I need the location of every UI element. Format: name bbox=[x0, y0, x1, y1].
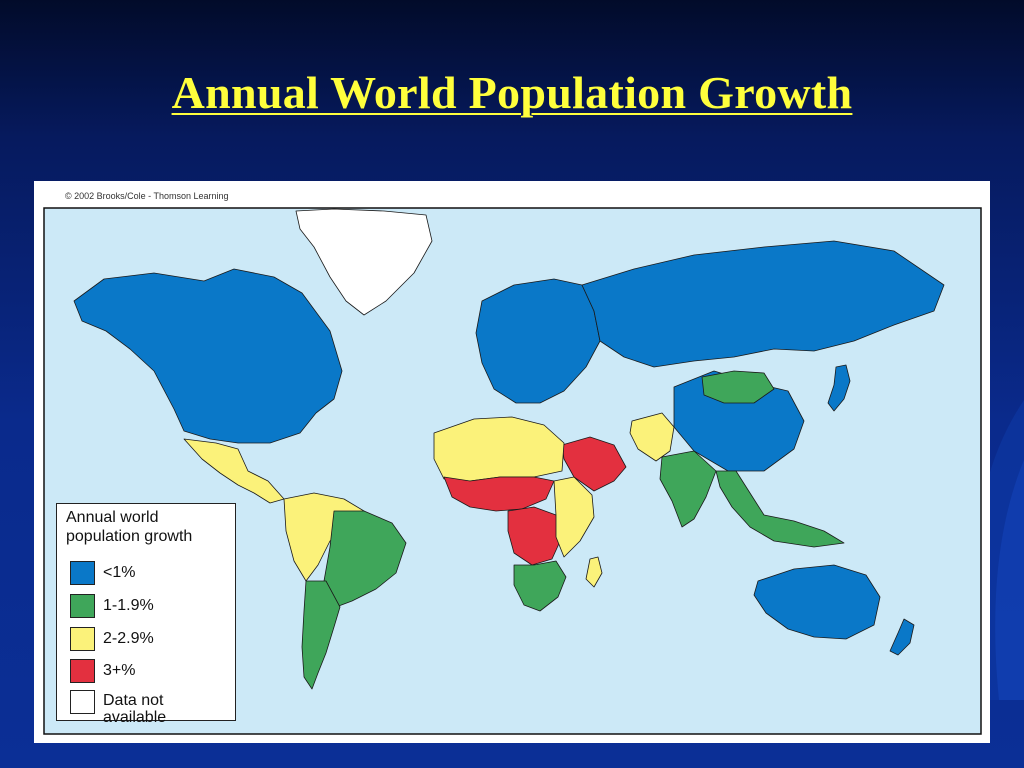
region-mexico-and-central-america bbox=[183, 438, 285, 504]
region-australia bbox=[753, 564, 881, 640]
legend-label-no-data: Data not available bbox=[103, 692, 167, 726]
legend-label-under-1: <1% bbox=[103, 564, 136, 581]
world-map-figure: © 2002 Brooks/Cole - Thomson Learning An… bbox=[34, 181, 990, 743]
world-map bbox=[34, 181, 990, 743]
map-legend: Annual world population growth <1% 1-1.9… bbox=[56, 503, 236, 726]
region-southeast-asia bbox=[715, 470, 845, 548]
region-arabian-peninsula bbox=[561, 436, 627, 492]
region-pakistan-and-afghanistan bbox=[629, 412, 675, 462]
map-credit: © 2002 Brooks/Cole - Thomson Learning bbox=[62, 191, 232, 201]
region-brazil bbox=[323, 510, 407, 608]
region-east-africa bbox=[553, 476, 595, 558]
region-north-america bbox=[73, 268, 343, 444]
legend-swatch-1-to-1-9 bbox=[70, 594, 95, 618]
region-japan bbox=[827, 364, 851, 412]
region-west-africa-sahel bbox=[443, 476, 555, 512]
region-europe bbox=[475, 278, 601, 404]
countries-layer bbox=[73, 208, 945, 690]
legend-swatch-no-data bbox=[70, 690, 95, 714]
legend-title: Annual world population growth bbox=[66, 509, 193, 545]
legend-swatch-2-to-2-9 bbox=[70, 627, 95, 651]
region-india bbox=[659, 450, 717, 528]
region-madagascar bbox=[585, 556, 603, 588]
legend-swatch-3-plus bbox=[70, 659, 95, 683]
region-russia bbox=[581, 240, 945, 368]
slide-title: Annual World Population Growth bbox=[171, 67, 853, 118]
legend-label-2-to-2-9: 2-2.9% bbox=[103, 630, 154, 647]
region-north-africa bbox=[433, 416, 565, 482]
region-central-africa bbox=[507, 506, 563, 566]
region-southern-africa bbox=[513, 560, 567, 612]
region-greenland bbox=[295, 208, 433, 316]
legend-label-1-to-1-9: 1-1.9% bbox=[103, 597, 154, 614]
region-argentina-and-chile bbox=[301, 580, 341, 690]
legend-swatch-under-1 bbox=[70, 561, 95, 585]
legend-label-3-plus: 3+% bbox=[103, 662, 136, 679]
region-mongolia bbox=[701, 370, 775, 404]
region-new-zealand bbox=[889, 618, 915, 656]
